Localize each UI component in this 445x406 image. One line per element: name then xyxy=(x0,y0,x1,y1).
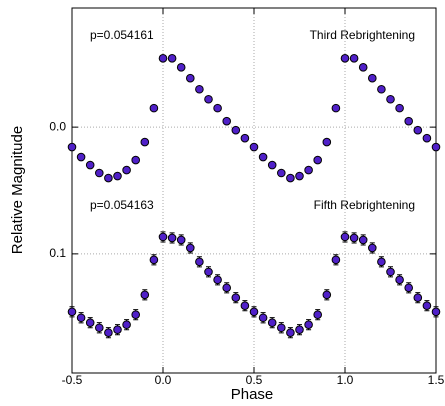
data-point xyxy=(85,318,95,327)
data-point xyxy=(413,125,423,135)
x-axis-label: Phase xyxy=(231,386,274,403)
data-point xyxy=(404,116,414,126)
data-point xyxy=(286,328,295,337)
data-point xyxy=(104,173,113,183)
data-point xyxy=(249,307,259,317)
data-point xyxy=(368,243,377,253)
data-point xyxy=(85,160,95,170)
data-point xyxy=(213,103,222,113)
data-point xyxy=(122,320,131,330)
data-point xyxy=(286,173,295,183)
data-point xyxy=(195,84,204,94)
y-tick-label: 0.1 xyxy=(49,246,66,260)
data-point xyxy=(222,283,231,293)
data-point xyxy=(186,243,195,253)
data-point xyxy=(104,328,113,337)
data-point xyxy=(313,155,323,165)
data-point xyxy=(167,233,177,243)
data-point xyxy=(431,307,441,317)
y-tick-label: 0.0 xyxy=(49,119,66,133)
x-tick-label: 0.0 xyxy=(155,373,172,387)
data-point xyxy=(331,103,341,113)
data-point xyxy=(67,142,77,152)
data-point xyxy=(340,54,350,63)
data-point xyxy=(377,84,386,94)
data-point xyxy=(395,275,404,285)
data-point xyxy=(95,323,104,333)
data-point xyxy=(386,267,395,277)
data-point xyxy=(422,301,432,311)
data-point xyxy=(176,235,186,245)
annotation: p=0.054161 xyxy=(90,28,154,42)
data-point xyxy=(431,142,441,152)
data-point xyxy=(395,103,404,113)
data-point xyxy=(176,63,186,72)
data-point xyxy=(331,255,341,265)
data-point xyxy=(95,168,104,178)
data-point xyxy=(231,293,241,303)
data-point xyxy=(295,325,304,334)
data-point xyxy=(304,320,313,330)
data-point xyxy=(422,133,432,143)
data-point xyxy=(231,125,241,135)
data-point xyxy=(240,301,250,311)
data-point xyxy=(213,275,222,285)
data-point xyxy=(277,323,286,333)
data-point xyxy=(349,54,359,63)
data-point xyxy=(267,160,277,170)
annotation: Fifth Rebrightening xyxy=(314,198,415,212)
data-point xyxy=(258,313,268,323)
data-point xyxy=(76,313,86,323)
data-point xyxy=(413,293,423,303)
data-point xyxy=(113,171,122,181)
annotation: p=0.054163 xyxy=(90,198,154,212)
data-point xyxy=(140,137,150,147)
x-tick-label: 1.5 xyxy=(428,373,445,387)
data-point xyxy=(131,155,140,165)
data-point xyxy=(304,165,313,175)
data-point xyxy=(404,283,414,293)
data-point xyxy=(322,290,332,300)
plot-frame xyxy=(71,7,437,374)
data-point xyxy=(349,233,359,243)
data-point xyxy=(158,232,168,242)
data-point xyxy=(204,94,213,104)
x-tick-label: 1.0 xyxy=(337,373,354,387)
data-point xyxy=(149,255,159,265)
data-point xyxy=(76,152,86,162)
data-point xyxy=(140,290,150,300)
data-point xyxy=(377,257,386,267)
data-point xyxy=(277,168,286,178)
data-point xyxy=(368,73,377,83)
data-point xyxy=(113,325,122,334)
data-point xyxy=(258,152,268,162)
data-point xyxy=(249,142,259,152)
data-point xyxy=(222,116,231,126)
data-point xyxy=(358,63,368,72)
data-point xyxy=(122,165,131,175)
data-point xyxy=(313,310,323,320)
x-tick-label: 0.5 xyxy=(246,373,263,387)
data-point xyxy=(167,54,177,63)
data-point xyxy=(195,257,204,267)
data-point xyxy=(204,267,213,277)
data-point xyxy=(358,235,368,245)
data-point xyxy=(149,103,159,113)
x-tick-label: -0.5 xyxy=(62,373,83,387)
data-point xyxy=(267,318,277,327)
annotation: Third Rebrightening xyxy=(310,28,415,42)
data-point xyxy=(322,137,332,147)
data-point xyxy=(186,73,195,83)
data-point xyxy=(295,171,304,181)
data-point xyxy=(67,307,77,317)
data-point xyxy=(386,94,395,104)
data-point xyxy=(240,133,250,143)
data-point xyxy=(158,54,168,63)
data-point xyxy=(340,232,350,242)
y-axis-label: Relative Magnitude xyxy=(9,126,26,254)
data-point xyxy=(131,310,140,320)
